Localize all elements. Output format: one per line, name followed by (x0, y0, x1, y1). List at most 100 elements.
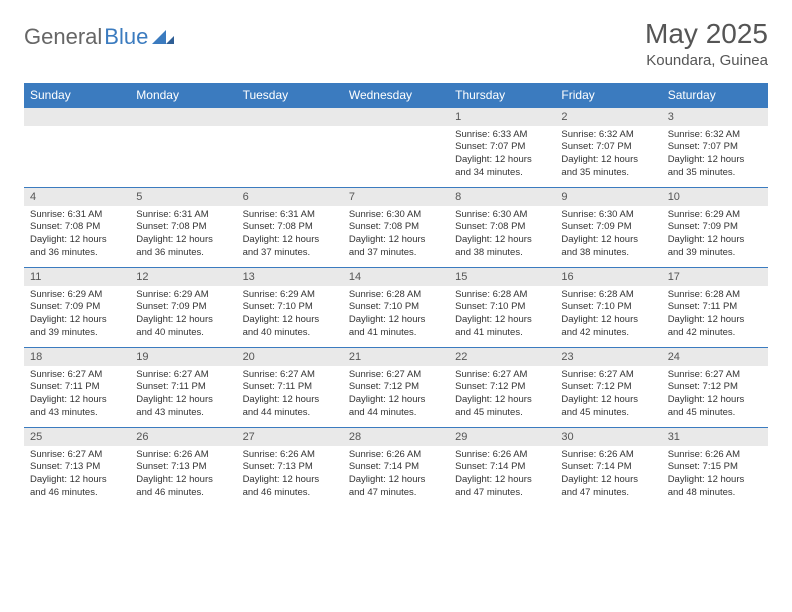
date-number: 27 (237, 428, 343, 446)
day-cell: Sunrise: 6:26 AMSunset: 7:13 PMDaylight:… (237, 446, 343, 508)
date-data-row: Sunrise: 6:31 AMSunset: 7:08 PMDaylight:… (24, 206, 768, 268)
sunset-line: Sunset: 7:12 PM (668, 381, 738, 392)
day-cell (237, 126, 343, 188)
day-cell: Sunrise: 6:32 AMSunset: 7:07 PMDaylight:… (662, 126, 768, 188)
sunrise-line: Sunrise: 6:31 AM (243, 209, 315, 220)
sunset-line: Sunset: 7:11 PM (30, 381, 100, 392)
sunrise-line: Sunrise: 6:30 AM (561, 209, 633, 220)
daylight-line: Daylight: 12 hours and 45 minutes. (668, 394, 745, 418)
day-cell: Sunrise: 6:30 AMSunset: 7:08 PMDaylight:… (449, 206, 555, 268)
sunset-line: Sunset: 7:08 PM (243, 221, 313, 232)
day-cell: Sunrise: 6:27 AMSunset: 7:12 PMDaylight:… (343, 366, 449, 428)
date-data-row: Sunrise: 6:27 AMSunset: 7:11 PMDaylight:… (24, 366, 768, 428)
day-cell: Sunrise: 6:30 AMSunset: 7:08 PMDaylight:… (343, 206, 449, 268)
daylight-line: Daylight: 12 hours and 46 minutes. (136, 474, 213, 498)
date-number: 16 (555, 268, 661, 286)
sunrise-line: Sunrise: 6:33 AM (455, 129, 527, 140)
date-data-row: Sunrise: 6:29 AMSunset: 7:09 PMDaylight:… (24, 286, 768, 348)
date-number: 28 (343, 428, 449, 446)
date-number-row: 11121314151617 (24, 268, 768, 286)
sunset-line: Sunset: 7:10 PM (561, 301, 631, 312)
daylight-line: Daylight: 12 hours and 41 minutes. (455, 314, 532, 338)
day-cell: Sunrise: 6:27 AMSunset: 7:11 PMDaylight:… (130, 366, 236, 428)
day-cell: Sunrise: 6:29 AMSunset: 7:09 PMDaylight:… (130, 286, 236, 348)
sunrise-line: Sunrise: 6:26 AM (136, 449, 208, 460)
date-number (24, 108, 130, 126)
date-number: 8 (449, 188, 555, 206)
sunset-line: Sunset: 7:10 PM (243, 301, 313, 312)
date-number: 6 (237, 188, 343, 206)
sunset-line: Sunset: 7:12 PM (455, 381, 525, 392)
sunrise-line: Sunrise: 6:32 AM (668, 129, 740, 140)
day-cell: Sunrise: 6:27 AMSunset: 7:11 PMDaylight:… (237, 366, 343, 428)
sunrise-line: Sunrise: 6:29 AM (136, 289, 208, 300)
daylight-line: Daylight: 12 hours and 48 minutes. (668, 474, 745, 498)
daylight-line: Daylight: 12 hours and 35 minutes. (668, 154, 745, 178)
sunrise-line: Sunrise: 6:27 AM (30, 449, 102, 460)
day-cell: Sunrise: 6:26 AMSunset: 7:14 PMDaylight:… (555, 446, 661, 508)
day-cell: Sunrise: 6:29 AMSunset: 7:10 PM Daylight:… (237, 286, 343, 348)
daylight-line: Daylight: 12 hours and 40 minutes. (243, 314, 320, 338)
date-number (343, 108, 449, 126)
date-number: 25 (24, 428, 130, 446)
date-number: 3 (662, 108, 768, 126)
day-header: Tuesday (237, 83, 343, 108)
day-cell: Sunrise: 6:31 AMSunset: 7:08 PMDaylight:… (237, 206, 343, 268)
date-number: 14 (343, 268, 449, 286)
sunrise-line: Sunrise: 6:26 AM (668, 449, 740, 460)
date-data-row: Sunrise: 6:33 AM Sunset: 7:07 PM Daylight:… (24, 126, 768, 188)
sunrise-line: Sunrise: 6:28 AM (349, 289, 421, 300)
date-number: 1 (449, 108, 555, 126)
date-number-row: 123 (24, 108, 768, 126)
daylight-line: Daylight: 12 hours and 36 minutes. (136, 234, 213, 258)
date-number: 20 (237, 348, 343, 366)
date-number: 19 (130, 348, 236, 366)
sunrise-line: Sunrise: 6:29 AM (243, 289, 315, 300)
date-number: 2 (555, 108, 661, 126)
sunrise-line: Sunrise: 6:27 AM (349, 369, 421, 380)
header: GeneralBlue May 2025 Koundara, Guinea (24, 18, 768, 69)
daylight-line: Daylight: 12 hours and 35 minutes. (561, 154, 638, 178)
sunrise-line: Sunrise: 6:27 AM (30, 369, 102, 380)
daylight-line: Daylight: 12 hours and 45 minutes. (455, 394, 532, 418)
sunrise-line: Sunrise: 6:31 AM (30, 209, 102, 220)
date-number: 10 (662, 188, 768, 206)
sunset-line: Sunset: 7:14 PM (349, 461, 419, 472)
day-cell: Sunrise: 6:27 AMSunset: 7:12 PMDaylight:… (555, 366, 661, 428)
calendar-table: SundayMondayTuesdayWednesdayThursdayFrid… (24, 83, 768, 508)
daylight-line: Daylight: 12 hours and 39 minutes. (668, 234, 745, 258)
day-cell: Sunrise: 6:27 AMSunset: 7:13 PMDaylight:… (24, 446, 130, 508)
date-number: 30 (555, 428, 661, 446)
day-header: Wednesday (343, 83, 449, 108)
daylight-line: Daylight: 12 hours and 37 minutes. (349, 234, 426, 258)
date-number: 18 (24, 348, 130, 366)
day-cell: Sunrise: 6:28 AMSunset: 7:10 PMDaylight:… (343, 286, 449, 348)
sunrise-line: Sunrise: 6:26 AM (455, 449, 527, 460)
daylight-line: Daylight: 12 hours and 38 minutes. (561, 234, 638, 258)
day-cell: Sunrise: 6:31 AMSunset: 7:08 PMDaylight:… (130, 206, 236, 268)
daylight-line: Daylight: 12 hours and 39 minutes. (30, 314, 107, 338)
day-cell: Sunrise: 6:28 AMSunset: 7:10 PMDaylight:… (449, 286, 555, 348)
sunset-line: Sunset: 7:09 PM (30, 301, 100, 312)
sunset-line: Sunset: 7:11 PM (243, 381, 313, 392)
sunset-line: Sunset: 7:09 PM (668, 221, 738, 232)
day-header: Saturday (662, 83, 768, 108)
sunrise-line: Sunrise: 6:26 AM (243, 449, 315, 460)
daylight-line: Daylight: 12 hours and 44 minutes. (243, 394, 320, 418)
sunrise-line: Sunrise: 6:28 AM (455, 289, 527, 300)
sunset-line: Sunset: 7:13 PM (243, 461, 313, 472)
location: Koundara, Guinea (645, 52, 768, 69)
sunrise-line: Sunrise: 6:26 AM (561, 449, 633, 460)
date-number: 5 (130, 188, 236, 206)
sunrise-line: Sunrise: 6:29 AM (30, 289, 102, 300)
date-number: 23 (555, 348, 661, 366)
day-header: Friday (555, 83, 661, 108)
daylight-line: Daylight: 12 hours and 42 minutes. (561, 314, 638, 338)
sunset-line: Sunset: 7:12 PM (561, 381, 631, 392)
sunset-line: Sunset: 7:07 PM (561, 141, 631, 152)
daylight-line: Daylight: 12 hours and 36 minutes. (30, 234, 107, 258)
daylight-line: Daylight: 12 hours and 34 minutes. (455, 154, 532, 178)
day-header: Monday (130, 83, 236, 108)
daylight-line: Daylight: 12 hours and 40 minutes. (136, 314, 213, 338)
daylight-line: Daylight: 12 hours and 43 minutes. (30, 394, 107, 418)
